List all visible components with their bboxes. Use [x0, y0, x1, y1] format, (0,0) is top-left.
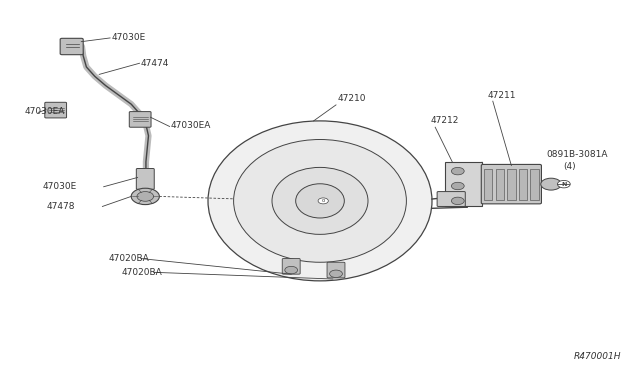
Text: (4): (4): [563, 162, 576, 171]
Text: N: N: [561, 182, 566, 187]
Text: 47212: 47212: [430, 116, 458, 125]
Circle shape: [557, 180, 570, 188]
Ellipse shape: [208, 121, 432, 281]
Circle shape: [285, 266, 298, 274]
Text: 0891B-3081A: 0891B-3081A: [547, 150, 608, 158]
Bar: [484, 169, 493, 200]
Text: 47210: 47210: [337, 94, 366, 103]
Bar: [496, 169, 504, 200]
FancyBboxPatch shape: [129, 112, 151, 127]
Text: o: o: [321, 198, 325, 203]
Ellipse shape: [234, 140, 406, 262]
Text: 47478: 47478: [47, 202, 76, 211]
Circle shape: [451, 167, 464, 175]
Text: 47030EA: 47030EA: [171, 121, 211, 130]
Circle shape: [330, 270, 342, 278]
Text: 47211: 47211: [488, 91, 516, 100]
FancyBboxPatch shape: [437, 192, 465, 206]
FancyBboxPatch shape: [136, 169, 154, 189]
Circle shape: [451, 197, 464, 205]
Circle shape: [541, 178, 561, 190]
FancyBboxPatch shape: [327, 262, 345, 278]
Bar: [508, 169, 516, 200]
FancyBboxPatch shape: [60, 38, 83, 55]
Ellipse shape: [296, 184, 344, 218]
Text: 47030E: 47030E: [42, 182, 77, 191]
Text: 47020BA: 47020BA: [122, 268, 163, 277]
FancyBboxPatch shape: [282, 259, 300, 274]
Text: R470001H: R470001H: [573, 352, 621, 361]
Text: 47030EA: 47030EA: [24, 107, 65, 116]
Text: 47030E: 47030E: [111, 33, 146, 42]
Circle shape: [451, 182, 464, 190]
Circle shape: [318, 198, 328, 204]
FancyBboxPatch shape: [45, 102, 67, 118]
Ellipse shape: [272, 167, 368, 234]
Bar: [445, 162, 482, 206]
Text: 47020BA: 47020BA: [109, 254, 150, 263]
Bar: [530, 169, 539, 200]
FancyBboxPatch shape: [481, 164, 541, 204]
Text: 47474: 47474: [141, 59, 169, 68]
Circle shape: [137, 192, 154, 201]
Bar: [519, 169, 527, 200]
Circle shape: [131, 188, 159, 205]
